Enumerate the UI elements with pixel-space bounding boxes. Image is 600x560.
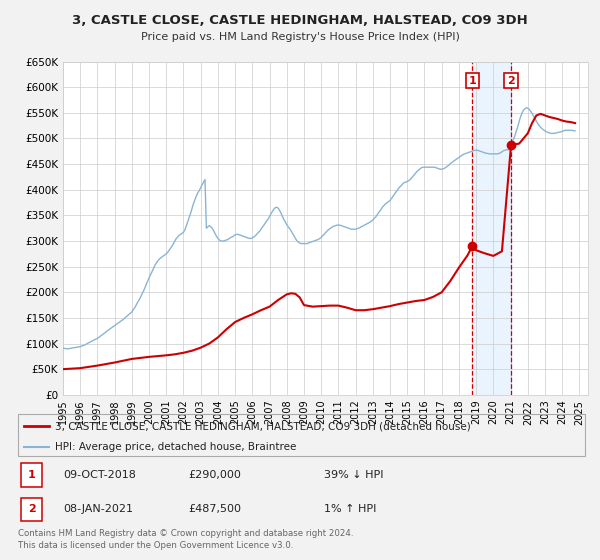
Text: 1% ↑ HPI: 1% ↑ HPI	[324, 505, 377, 515]
Text: Price paid vs. HM Land Registry's House Price Index (HPI): Price paid vs. HM Land Registry's House …	[140, 32, 460, 43]
Text: 09-OCT-2018: 09-OCT-2018	[64, 470, 136, 480]
Text: 1: 1	[469, 76, 476, 86]
Text: 2: 2	[28, 505, 35, 515]
Text: 2: 2	[507, 76, 515, 86]
Text: 08-JAN-2021: 08-JAN-2021	[64, 505, 133, 515]
Bar	[21, 498, 43, 521]
Text: £487,500: £487,500	[188, 505, 241, 515]
Text: £290,000: £290,000	[188, 470, 241, 480]
Bar	[472, 62, 511, 395]
Text: This data is licensed under the Open Government Licence v3.0.: This data is licensed under the Open Gov…	[18, 541, 293, 550]
Text: HPI: Average price, detached house, Braintree: HPI: Average price, detached house, Brai…	[55, 442, 296, 452]
Text: Contains HM Land Registry data © Crown copyright and database right 2024.: Contains HM Land Registry data © Crown c…	[18, 529, 353, 538]
Text: 3, CASTLE CLOSE, CASTLE HEDINGHAM, HALSTEAD, CO9 3DH (detached house): 3, CASTLE CLOSE, CASTLE HEDINGHAM, HALST…	[55, 421, 470, 431]
Text: 1: 1	[28, 470, 35, 480]
Text: 3, CASTLE CLOSE, CASTLE HEDINGHAM, HALSTEAD, CO9 3DH: 3, CASTLE CLOSE, CASTLE HEDINGHAM, HALST…	[72, 14, 528, 27]
Text: 39% ↓ HPI: 39% ↓ HPI	[324, 470, 383, 480]
Bar	[21, 464, 43, 487]
